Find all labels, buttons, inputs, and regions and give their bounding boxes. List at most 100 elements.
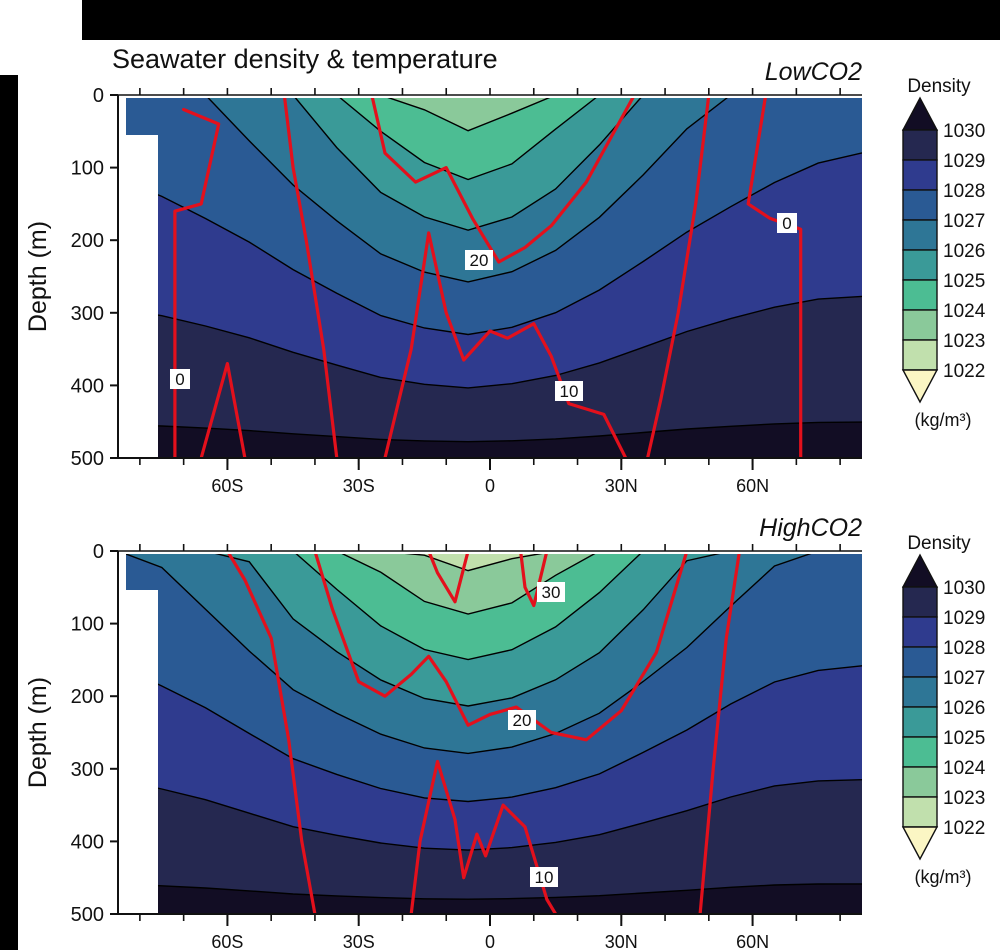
y-tick-label: 400 [71,375,104,397]
colorbar-tick-label: 1028 [943,181,985,202]
y-tick-label: 200 [71,230,104,252]
isopycnal-1024 [118,95,862,132]
contour-label-bg [537,582,565,602]
y-axis-label: Depth (m) [24,221,52,332]
left-frame-bar [0,75,18,950]
temperature-contour-0 [173,107,221,458]
density-field [118,95,862,458]
isopycnal-1030 [118,421,862,443]
x-tick-label: 30N [605,932,638,950]
colorbar-band [902,309,938,341]
colorbar-band [902,736,938,768]
contour-label-bg [170,369,190,389]
temperature-contour-30 [519,551,549,608]
temperature-contour-30 [427,551,470,604]
density-band-1025 [118,95,862,180]
colorbar-band [902,616,938,648]
colorbar-band [902,586,938,618]
y-tick-label: 300 [71,303,104,325]
contour-label-bg [555,381,583,401]
colorbar: Density 1030 1029 1028 1027 1026 1025 1024 1023 1… [901,533,986,887]
colorbar-tick-label: 1024 [943,758,986,779]
density-band-1023 [118,551,862,571]
x-tick-label: 0 [485,476,495,496]
colorbar-bottom-arrow [901,826,939,861]
y-tick-label: 0 [93,85,104,107]
colorbar-tick-label: 1030 [943,121,985,142]
temperature-contour-10 [383,231,628,458]
colorbar-band [902,339,938,371]
x-tick-label: 30S [343,476,375,496]
x-tick-label: 60S [211,932,243,950]
colorbar-band [902,219,938,251]
temperature-contour-5 [282,95,339,458]
y-tick-label: 500 [71,904,104,926]
isopycnal-1027 [118,95,862,283]
x-tick-label: 60N [736,932,769,950]
colorbar: Density 1030 1029 1028 1027 1026 1025 1024 1023 1… [901,76,986,430]
y-tick-label: 100 [71,614,104,636]
colorbar-band [902,796,938,828]
colorbar-band [902,706,938,738]
y-tick-label: 0 [93,541,104,563]
colorbar-tick-label: 1027 [943,211,985,232]
colorbar-band [902,159,938,191]
colorbar-top-arrow [901,96,939,131]
isopycnal-1026 [118,551,862,707]
contour-label: 30 [542,583,561,602]
colorbar-unit-label: (kg/m³) [915,410,972,430]
isopycnal-1025 [118,95,862,181]
temperature-contour-5 [698,551,742,914]
temperature-contour-0 [746,95,803,458]
temperature-contour-5 [646,95,711,458]
y-tick-label: 500 [71,448,104,470]
x-tick-label: 30N [605,476,638,496]
isopycnal-1027 [118,551,862,755]
y-tick-label: 100 [71,158,104,180]
density-band-1024 [118,551,862,614]
x-tick-label: 60S [211,476,243,496]
x-tick-label: 60N [736,476,769,496]
colorbar-tick-label: 1028 [943,638,985,659]
colorbar-bottom-arrow [901,369,939,404]
colorbar-tick-label: 1025 [943,271,985,292]
colorbar-tick-label: 1026 [943,698,985,719]
colorbar-tick-label: 1022 [943,361,985,382]
colorbar-title: Density [907,76,971,97]
colorbar-tick-label: 1029 [943,151,985,172]
contour-label: 10 [560,382,579,401]
isopycnal-1025 [118,551,862,661]
contour-label: 0 [175,370,184,389]
temperature-contour-20 [313,551,689,742]
contour-label-bg [530,867,558,887]
colorbar-tick-label: 1024 [943,301,986,322]
y-tick-label: 300 [71,759,104,781]
colorbar-band [902,279,938,311]
y-axis-label: Depth (m) [24,677,52,788]
isopycnal-1029 [118,295,862,389]
temperature-contour-20 [370,95,636,264]
contour-label-bg [465,250,493,270]
contour-label: 20 [470,251,489,270]
colorbar-tick-label: 1023 [943,331,985,352]
colorbar-unit-label: (kg/m³) [915,867,972,887]
panel-label: HighCO2 [759,514,862,542]
panel-label: LowCO2 [765,58,862,86]
y-tick-label: 400 [71,831,104,853]
top-frame-bar [82,0,1000,40]
y-tick-label: 200 [71,686,104,708]
temperature-contour-5 [225,551,317,914]
isopycnal-1026 [118,95,862,231]
figure-title: Seawater density & temperature [112,44,498,74]
colorbar-top-arrow [901,553,939,588]
isopycnal-1024 [118,551,862,615]
x-tick-label: 0 [485,932,495,950]
contour-label: 20 [513,711,532,730]
colorbar-tick-label: 1027 [943,668,985,689]
contour-label: 10 [535,868,554,887]
colorbar-band [902,766,938,798]
